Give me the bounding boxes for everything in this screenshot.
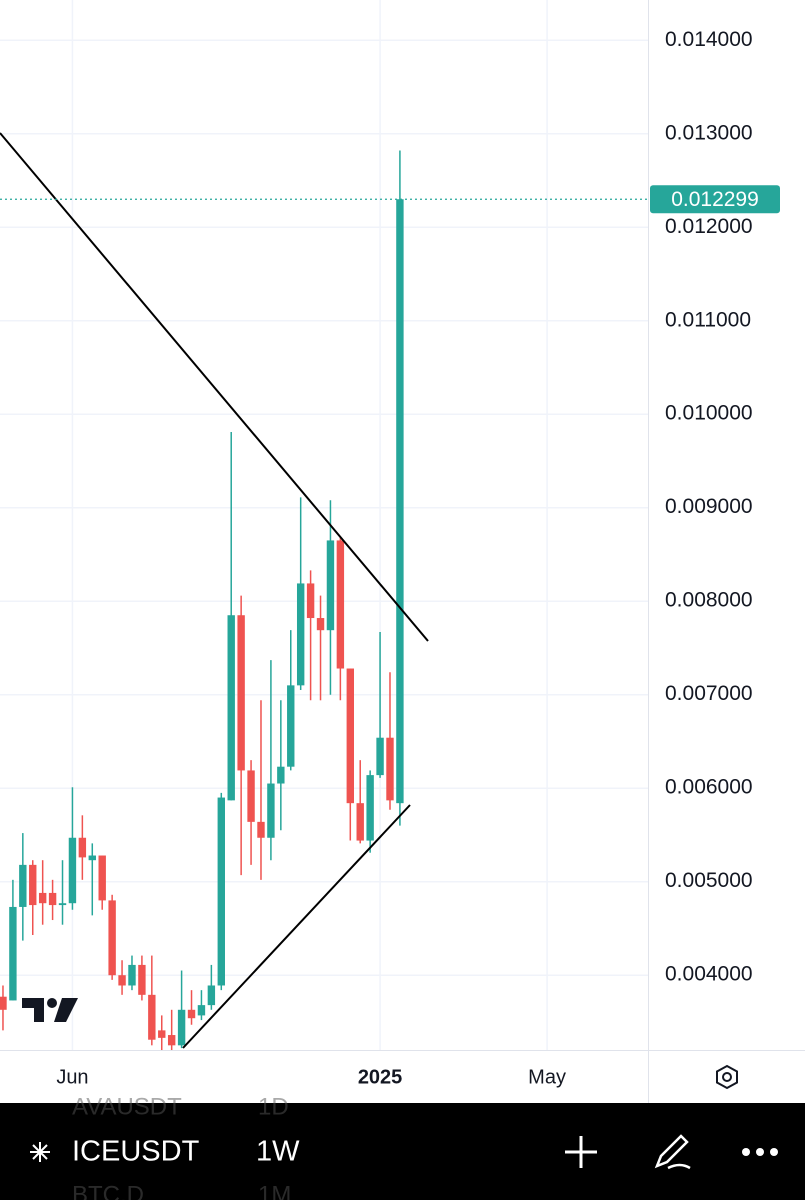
- trendline: [182, 804, 411, 1049]
- candle-body: [257, 821, 265, 838]
- next-symbol: BTC.D: [72, 1181, 144, 1200]
- add-button[interactable]: [565, 1136, 597, 1168]
- settings-button[interactable]: [716, 1064, 738, 1090]
- candle-body: [376, 737, 384, 776]
- candle-body: [217, 797, 225, 986]
- last-price-label: 0.012299: [671, 188, 759, 211]
- symbol[interactable]: ICEUSDT: [72, 1136, 200, 1168]
- candle-body: [128, 964, 136, 986]
- bottom-bar: [0, 1103, 805, 1200]
- x-tick-label: May: [528, 1066, 566, 1088]
- candle-body: [19, 864, 27, 907]
- candle-body: [38, 892, 47, 904]
- candle-body: [247, 770, 255, 822]
- last-price-box: [650, 185, 780, 214]
- candle-body: [326, 540, 335, 631]
- draw-button[interactable]: [654, 1134, 691, 1170]
- candle-body: [138, 964, 146, 995]
- next-interval: 1M: [258, 1181, 291, 1200]
- drawings: [0, 132, 429, 1049]
- candle-body: [396, 199, 404, 804]
- candle-body: [68, 837, 77, 904]
- y-tick-label: 0.008000: [665, 589, 753, 612]
- y-tick-label: 0.009000: [665, 495, 753, 518]
- candle-body: [267, 783, 275, 838]
- candle-body: [158, 1030, 166, 1038]
- y-tick-label: 0.013000: [665, 121, 753, 144]
- candle-body: [118, 975, 126, 986]
- candle-body: [356, 803, 364, 841]
- y-tick-label: 0.007000: [665, 682, 753, 705]
- candle-body: [88, 855, 96, 861]
- candle-body: [366, 775, 374, 841]
- candle-body: [167, 1035, 176, 1046]
- y-tick-label: 0.004000: [665, 963, 753, 986]
- candle-body: [9, 906, 17, 1001]
- candle-body: [0, 996, 7, 1010]
- x-tick-label: 2025: [358, 1066, 403, 1088]
- y-tick-label: 0.011000: [665, 308, 751, 331]
- interval[interactable]: 1W: [256, 1136, 300, 1168]
- trendline: [0, 132, 429, 642]
- candle-body: [227, 615, 235, 801]
- candle-body: [78, 837, 87, 858]
- x-tick-label: Jun: [56, 1066, 88, 1088]
- more-button[interactable]: [742, 1148, 778, 1156]
- grid: [0, 0, 648, 1050]
- candle-body: [296, 583, 305, 686]
- candle-body: [346, 668, 354, 804]
- candle-body: [48, 892, 57, 906]
- candle-body: [29, 864, 37, 906]
- candle-body: [306, 583, 315, 619]
- candle-body: [287, 685, 295, 767]
- candles: [0, 150, 404, 1050]
- y-tick-label: 0.006000: [665, 776, 753, 799]
- candle-body: [386, 737, 394, 801]
- tv-logo: [22, 998, 78, 1022]
- candle-body: [316, 618, 325, 631]
- candle-body: [177, 1009, 186, 1046]
- candle-body: [187, 1009, 196, 1019]
- y-tick-label: 0.005000: [665, 869, 753, 892]
- candle-body: [197, 1005, 206, 1016]
- y-tick-label: 0.014000: [665, 28, 753, 51]
- y-tick-label: 0.012000: [665, 215, 753, 238]
- prev-interval: 1D: [258, 1093, 289, 1120]
- candle-body: [108, 900, 116, 976]
- candle-body: [58, 903, 67, 906]
- candle-body: [336, 540, 345, 669]
- candle-body: [237, 615, 245, 771]
- candle-body: [277, 766, 285, 784]
- prev-symbol: AVAUSDT: [72, 1093, 182, 1120]
- candle-body: [98, 855, 106, 901]
- y-tick-label: 0.010000: [665, 402, 753, 425]
- axes: 0.004000 0.005000 0.006000 0.007000 0.008000…: [56, 28, 752, 1089]
- candle-body: [148, 994, 156, 1040]
- symbol-icon: [30, 1142, 50, 1162]
- candle-body: [207, 985, 216, 1006]
